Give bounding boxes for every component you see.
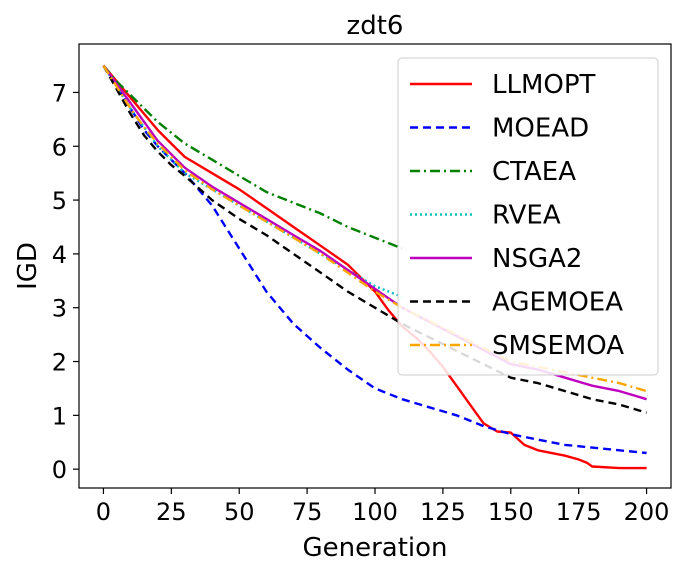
y-axis-title: IGD (13, 242, 43, 290)
x-tick-label: 100 (352, 498, 398, 526)
legend-label-moead: MOEAD (492, 114, 589, 144)
chart-title: zdt6 (347, 11, 404, 41)
series-line-smsemoa (102, 64, 647, 393)
y-tick-label: 3 (52, 295, 67, 323)
legend-label-rvea: RVEA (492, 201, 561, 231)
y-tick-label: 0 (52, 456, 67, 484)
legend-label-nsga2: NSGA2 (492, 244, 582, 274)
x-axis-title: Generation (302, 533, 447, 563)
y-tick-label: 2 (52, 349, 67, 377)
x-axis: 0 25 50 75 100 125 150 175 200 (96, 488, 670, 526)
y-axis: 0 1 2 3 4 5 6 7 (52, 79, 79, 484)
series-line-moead (102, 64, 647, 455)
x-tick-label: 50 (224, 498, 255, 526)
legend-label-ctaea: CTAEA (492, 157, 576, 187)
x-tick-label: 175 (556, 498, 602, 526)
x-tick-label: 25 (156, 498, 187, 526)
y-tick-label: 1 (52, 402, 67, 430)
legend-entries: LLMOPT MOEAD CTAEA RVEA NSGA2 AGEMOEA SMSEMOA (410, 70, 624, 361)
x-tick-label: 150 (488, 498, 534, 526)
y-tick-label: 6 (52, 133, 67, 161)
legend-label-agemoea: AGEMOEA (492, 288, 623, 318)
x-tick-label: 75 (292, 498, 323, 526)
x-tick-label: 125 (420, 498, 466, 526)
legend: LLMOPT MOEAD CTAEA RVEA NSGA2 AGEMOEA SMSEMOA (397, 57, 659, 376)
series-line-ctaea (102, 64, 403, 250)
y-tick-label: 7 (52, 79, 67, 107)
legend-label-smsemoa: SMSEMOA (492, 331, 624, 361)
legend-label-llmopt: LLMOPT (492, 70, 596, 100)
x-tick-label: 0 (96, 498, 111, 526)
y-tick-label: 5 (52, 187, 67, 215)
y-tick-label: 4 (52, 241, 67, 269)
legend-box (397, 57, 659, 376)
x-tick-label: 200 (624, 498, 670, 526)
